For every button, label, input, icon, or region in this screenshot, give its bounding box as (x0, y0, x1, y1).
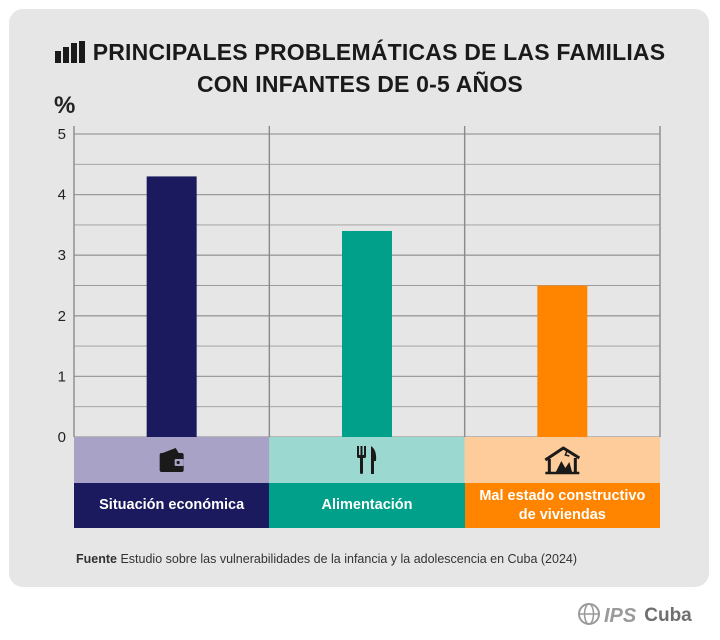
damaged-house-icon (544, 446, 581, 475)
globe-icon (578, 602, 600, 630)
wallet-icon (159, 448, 184, 472)
icon-band (269, 437, 465, 483)
title-line-2: CON INFANTES DE 0-5 AÑOS (196, 71, 523, 97)
fork-knife-icon (357, 446, 377, 474)
ips-cuba-logo: IPS Cuba (578, 602, 692, 630)
bar-chart-icon (54, 41, 87, 70)
bars (146, 176, 588, 438)
y-tick-label: 1 (58, 368, 66, 385)
category-label: Mal estado constructivo de viviendas (464, 483, 660, 528)
icon-band (464, 437, 660, 483)
source-label: Fuente (76, 552, 117, 566)
brand-cuba: Cuba (644, 605, 692, 626)
y-tick-label: 2 (58, 308, 66, 325)
source-note: Fuente Estudio sobre las vulnerabilidade… (76, 552, 577, 566)
y-tick-label: 5 (58, 126, 66, 143)
category-label: Situación económica (74, 483, 270, 528)
chart-title: PRINCIPALES PROBLEMÁTICAS DE LAS FAMILIA… (0, 38, 720, 99)
y-tick-label: 3 (58, 247, 66, 264)
y-tick-label: 0 (58, 429, 66, 446)
y-axis-ticks: 0 1 2 3 4 5 (58, 126, 66, 446)
bar (537, 285, 588, 437)
title-line-1: PRINCIPALES PROBLEMÁTICAS DE LAS FAMILIA… (92, 39, 666, 65)
source-text: Estudio sobre las vulnerabilidades de la… (120, 552, 578, 566)
y-tick-label: 4 (58, 187, 66, 204)
bar (342, 230, 392, 437)
brand-ips: IPS (604, 604, 637, 627)
category-label: Alimentación (269, 483, 465, 528)
icon-bands (74, 437, 660, 483)
category-icons (159, 446, 581, 475)
y-axis-unit: % (54, 92, 76, 119)
bar (146, 176, 197, 438)
